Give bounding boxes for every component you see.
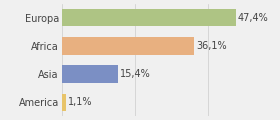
Text: 1,1%: 1,1%	[68, 97, 92, 108]
Bar	[62, 37, 194, 55]
Bar	[62, 65, 118, 83]
Bar	[62, 94, 66, 111]
Text: 47,4%: 47,4%	[238, 12, 269, 23]
Text: 15,4%: 15,4%	[120, 69, 151, 79]
Bar	[62, 9, 235, 26]
Text: 36,1%: 36,1%	[196, 41, 227, 51]
